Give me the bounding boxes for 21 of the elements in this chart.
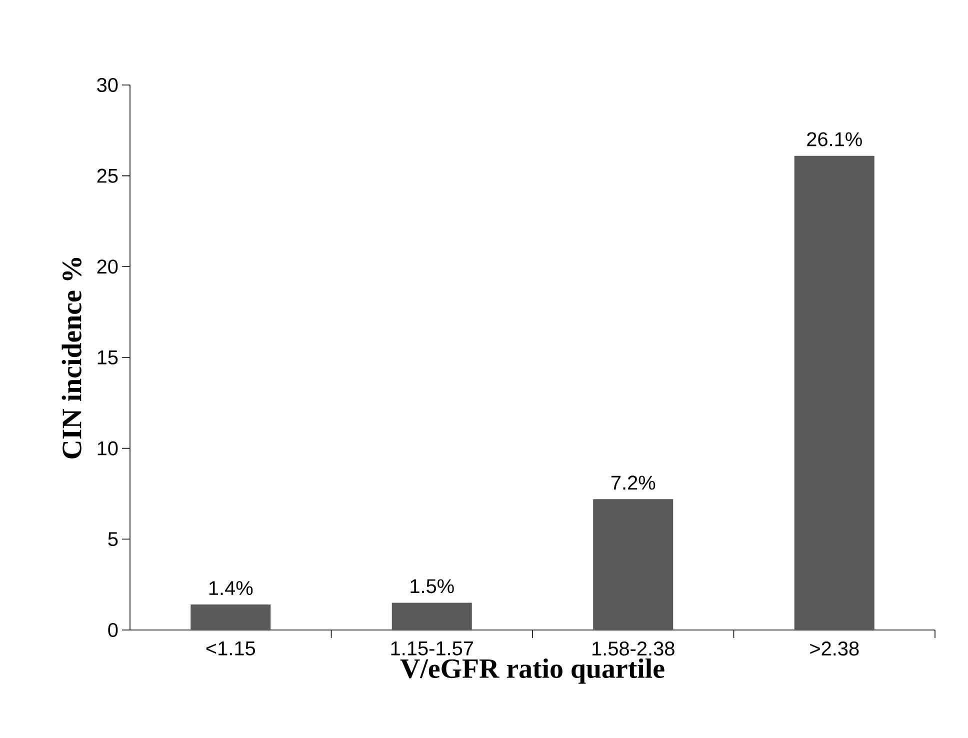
x-tick-label: 1.15-1.57 xyxy=(391,642,473,656)
y-tick-label: 25 xyxy=(97,168,118,183)
x-axis-title: V/eGFR ratio quartile xyxy=(400,658,664,684)
bar xyxy=(794,156,874,630)
data-label: 7.2% xyxy=(611,476,656,490)
y-tick-label: 15 xyxy=(98,350,118,364)
x-tick-label: >2.38 xyxy=(810,642,859,656)
bar xyxy=(190,604,271,630)
bar xyxy=(593,499,674,630)
y-axis-title: CIN incidence % xyxy=(62,258,82,458)
x-tick-label: <1.15 xyxy=(206,642,256,656)
bar xyxy=(392,602,472,630)
x-tick-label: 1.58-2.38 xyxy=(592,642,674,656)
data-label: 1.5% xyxy=(410,579,454,594)
y-tick-label: 30 xyxy=(97,78,118,92)
y-tick-label: 0 xyxy=(108,622,118,638)
data-label: 26.1% xyxy=(807,132,862,146)
y-tick-label: 10 xyxy=(98,441,118,456)
y-tick-label: 5 xyxy=(108,532,118,546)
y-tick-label: 20 xyxy=(97,260,118,274)
data-label: 1.4% xyxy=(209,581,253,596)
